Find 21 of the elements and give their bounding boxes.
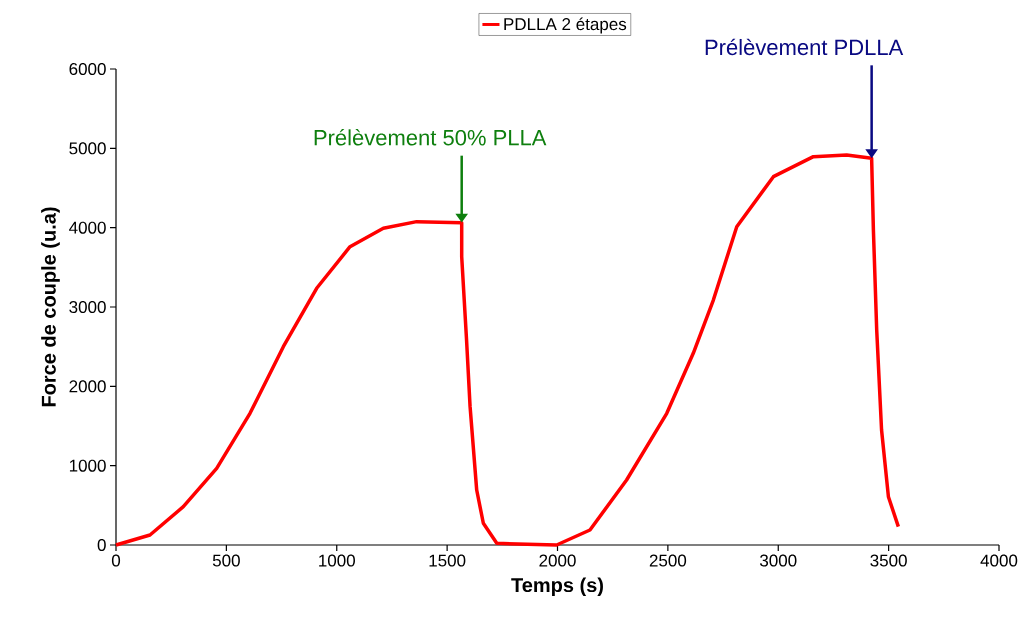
x-tick-label: 2500 [649, 554, 687, 567]
x-tick-label: 0 [111, 554, 121, 567]
y-tick-label: 2000 [69, 380, 106, 393]
x-axis-title: Temps (s) [511, 577, 603, 597]
y-tick-label: 3000 [69, 300, 106, 314]
y-tick-label: 4000 [69, 221, 106, 234]
x-tick-label: 3500 [870, 554, 907, 567]
annotation: Prélèvement PDLLA [705, 38, 904, 56]
y-axis-title: Force de couple (u.a) [41, 207, 60, 407]
legend-label: PDLLA 2 étapes [504, 17, 627, 34]
y-tick-label: 1000 [69, 459, 106, 472]
x-tick-label: 1500 [429, 554, 466, 567]
y-tick-label: 5000 [69, 142, 106, 155]
x-tick-label: 3000 [759, 554, 797, 567]
x-tick-label: 500 [212, 554, 240, 567]
annotation: Prélèvement 50% PLLA [314, 129, 547, 146]
x-tick-label: 2000 [539, 554, 576, 567]
x-tick-label: 4000 [980, 554, 1018, 567]
y-tick-label: 0 [97, 538, 106, 552]
y-tick-label: 6000 [69, 62, 106, 76]
x-tick-label: 1000 [319, 554, 355, 567]
